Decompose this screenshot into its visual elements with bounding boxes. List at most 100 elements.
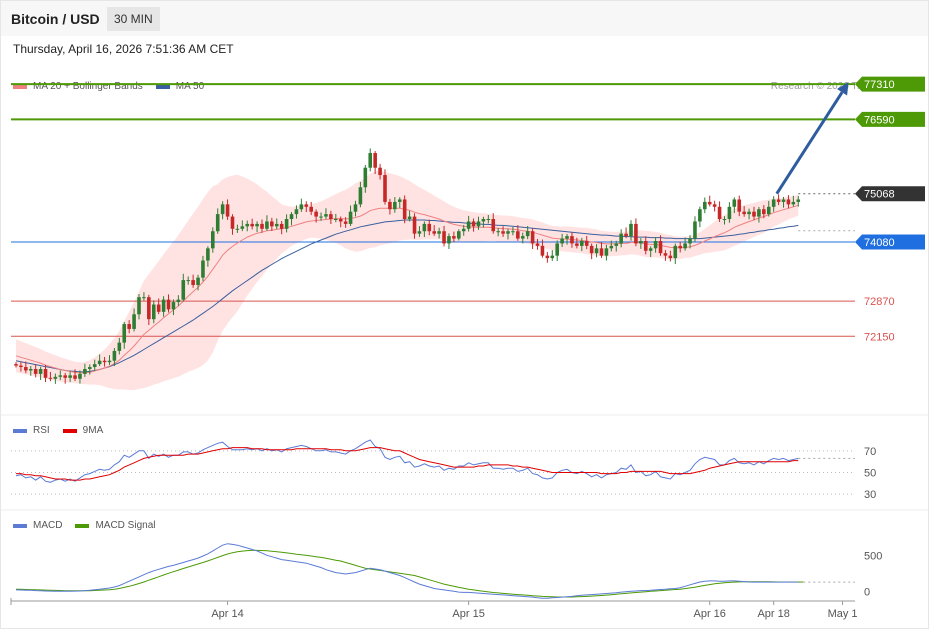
candle-body (147, 297, 151, 320)
candle-body (427, 223, 432, 232)
candle-body (796, 199, 801, 202)
candle-body (43, 369, 48, 378)
main-legend: MA 20 + Bollinger Bands MA 50 (13, 81, 217, 92)
candle-body (653, 241, 658, 249)
candle-body (186, 280, 190, 282)
candle-body (383, 175, 387, 202)
candle-body (727, 206, 732, 220)
candle-body (58, 375, 63, 377)
legend-label-macd-signal: MACD Signal (95, 520, 156, 531)
candle-body (260, 223, 264, 229)
candle-body (368, 153, 373, 168)
candle-body (643, 241, 648, 251)
candle-body (92, 364, 97, 368)
candle-body (491, 219, 496, 232)
candle-body (737, 199, 742, 212)
candle-body (776, 199, 781, 202)
candle-body (570, 236, 574, 244)
candle-body (220, 204, 225, 215)
rsi-legend: RSI 9MA (13, 425, 116, 436)
timeframe-button[interactable]: 30 MIN (107, 7, 160, 31)
candle-body (151, 304, 156, 320)
macd-legend: MACD MACD Signal (13, 520, 168, 531)
rsi-tick-label: 70 (864, 446, 876, 458)
candle-body (550, 255, 555, 259)
candle-body (245, 223, 250, 227)
candle-body (14, 364, 18, 366)
candle-body (265, 221, 269, 229)
candle-body (38, 369, 43, 374)
candle-body (752, 211, 756, 217)
instrument-title: Bitcoin / USD (11, 11, 100, 27)
candle-body (83, 369, 87, 374)
rsi-tick-label: 50 (864, 468, 876, 480)
candle-body (240, 226, 245, 229)
candle-body (791, 201, 796, 205)
legend-swatch-macd-signal (75, 523, 90, 528)
candle-body (225, 204, 230, 217)
candle-body (466, 221, 471, 229)
candle-body (629, 223, 633, 237)
candle-body (235, 228, 240, 230)
candle-body (698, 209, 702, 222)
candle-body (545, 255, 550, 259)
candle-body (156, 304, 161, 312)
candle-body (166, 299, 171, 310)
x-axis-label: Apr 16 (694, 608, 726, 620)
level-tag-76590 (855, 111, 925, 127)
candle-body (206, 248, 210, 261)
legend-swatch-rsi (13, 428, 27, 433)
candle-body (614, 243, 619, 246)
ma20-line (15, 204, 799, 374)
macd-line (15, 543, 799, 599)
candle-body (673, 245, 678, 259)
candle-body (619, 233, 623, 244)
candle-body (422, 223, 427, 232)
candle-body (658, 241, 663, 254)
candle-body (457, 231, 461, 239)
candle-body (102, 360, 107, 363)
candle-body (732, 199, 737, 207)
candle-body (363, 167, 368, 188)
candle-body (299, 204, 304, 210)
candle-body (407, 216, 412, 220)
candle-body (402, 199, 407, 220)
forecast-arrow (775, 91, 844, 195)
level-label-77310: 77310 (864, 79, 895, 91)
candle-body (786, 199, 791, 205)
x-axis-label: Apr 18 (757, 608, 789, 620)
candle-body (274, 223, 279, 227)
candle-body (122, 324, 127, 343)
level-tag-77310 (855, 76, 925, 92)
level-label-74080: 74080 (864, 237, 895, 249)
candle-body (142, 297, 146, 299)
candle-body (353, 204, 358, 212)
bollinger-bands (16, 171, 799, 390)
candle-body (373, 153, 377, 168)
candle-body (334, 219, 338, 221)
candle-body (742, 211, 746, 215)
candle-body (683, 243, 687, 249)
candle-body (525, 231, 530, 237)
level-label-75068: 75068 (864, 189, 895, 201)
candle-body (230, 216, 235, 229)
ma50-line (15, 219, 799, 373)
candle-body (294, 209, 299, 215)
legend-label-rsi: RSI (33, 425, 50, 436)
candle-body (127, 324, 131, 329)
candle-body (781, 199, 786, 202)
level-tag-74080 (855, 234, 925, 250)
candle-body (284, 219, 289, 229)
candle-body (314, 211, 318, 217)
candle-body (471, 221, 476, 227)
candle-body (78, 373, 82, 379)
candle-body (304, 204, 309, 207)
candle-body (33, 369, 38, 374)
rsi-line (15, 439, 799, 483)
candle-body (604, 248, 609, 256)
rsi-tick-label: 30 (864, 489, 876, 501)
candle-body (501, 231, 505, 234)
x-axis-label: Apr 14 (211, 608, 243, 620)
candle-body (176, 299, 181, 303)
